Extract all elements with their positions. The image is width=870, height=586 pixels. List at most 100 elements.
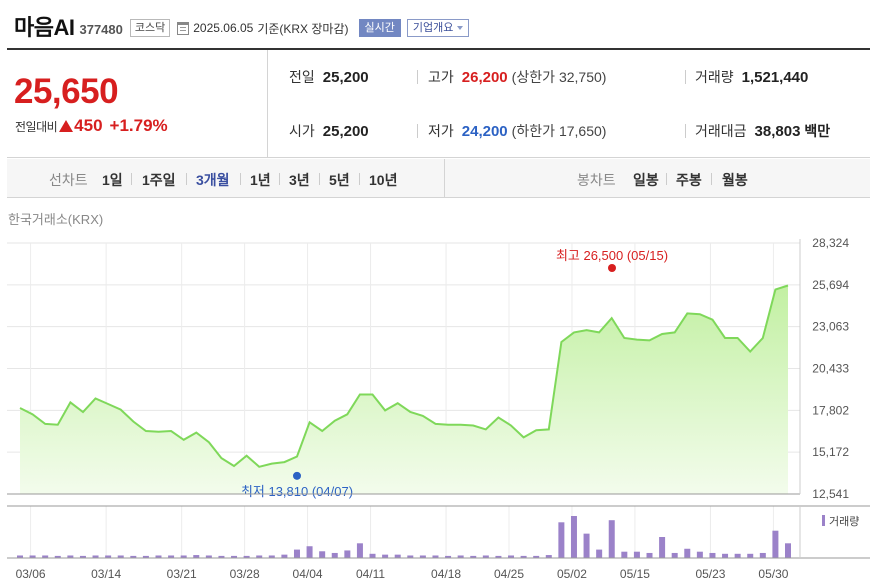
volume-bar (319, 551, 326, 558)
x-tick-label: 04/25 (494, 567, 524, 581)
tab-3m[interactable]: 3개월 (196, 172, 230, 188)
tab-10y[interactable]: 10년 (369, 172, 398, 188)
volume-bar (457, 555, 464, 558)
tab-divider (711, 173, 712, 185)
max-marker (608, 264, 616, 273)
calendar-icon (177, 21, 190, 35)
line-chart-label: 선차트 (49, 172, 88, 188)
volume-bar (419, 555, 426, 558)
volume-bar (520, 555, 527, 558)
tab-divider (186, 173, 187, 185)
tab-1w[interactable]: 1주일 (142, 172, 176, 188)
tab-weekly[interactable]: 주봉 (676, 172, 702, 188)
volume-bar (344, 550, 351, 558)
volume-bar (583, 533, 590, 558)
current-price-box: 25,650 전일대비 450 +1.79% (7, 50, 268, 158)
low-label: 저가 (428, 123, 454, 139)
volume-bar (407, 555, 414, 558)
volume-bar (117, 555, 124, 558)
x-tick-label: 05/23 (695, 567, 725, 581)
x-tick-label: 03/28 (230, 567, 260, 581)
open-cell: 시가 25,200 (289, 121, 369, 141)
tab-daily[interactable]: 일봉 (633, 172, 659, 188)
volume-bar (180, 555, 187, 558)
volume-bar (772, 530, 779, 558)
tab-3y[interactable]: 3년 (289, 172, 310, 188)
company-overview-dropdown[interactable]: 기업개요 (406, 19, 470, 37)
volume-bar (231, 555, 238, 558)
tabs-divider (444, 159, 445, 198)
volume-legend-swatch (822, 515, 825, 526)
current-price: 25,650 (14, 72, 119, 111)
tab-monthly[interactable]: 월봉 (722, 172, 748, 188)
volume-bar (130, 555, 137, 558)
volume-bar (17, 555, 23, 558)
tab-divider (319, 173, 320, 185)
volume-bar (482, 555, 489, 558)
stock-code: 377480 (79, 21, 123, 37)
realtime-button[interactable]: 실시간 (358, 19, 401, 37)
tab-5y[interactable]: 5년 (329, 172, 350, 188)
price-panel: 25,650 전일대비 450 +1.79% 전일 25,200 고가 26,2… (7, 50, 870, 158)
volume-bar (382, 554, 389, 558)
volume-bar (193, 555, 200, 558)
volume-bar (621, 551, 628, 558)
base-date: 2025.06.05 (193, 21, 254, 35)
prev-close-label: 전일 (289, 69, 315, 85)
stock-header: 마음AI 377480 코스닥 2025.06.05 기준(KRX 장마감) 실… (14, 10, 470, 42)
divider (417, 70, 418, 84)
volume-bar (394, 554, 401, 558)
volume-bar (684, 548, 691, 558)
x-tick-label: 04/18 (431, 567, 461, 581)
volume-bar (608, 520, 615, 558)
low-value: 24,200 (461, 123, 508, 140)
volume-bar (155, 555, 162, 558)
amount-value: 38,803 (754, 123, 801, 140)
divider (685, 70, 686, 84)
volume-bar (105, 555, 112, 558)
y-tick-label: 28,324 (812, 236, 849, 250)
volume-bar (533, 555, 540, 558)
low-cell: 저가 24,200 (하한가 17,650) (428, 121, 606, 141)
volume-bar (747, 553, 754, 558)
open-label: 시가 (289, 123, 315, 139)
volume-bar (369, 553, 376, 558)
upper-limit-value: 32,750) (558, 69, 607, 85)
volume-cell: 거래량 1,521,440 (695, 67, 808, 87)
volume-bar (142, 555, 149, 558)
open-value: 25,200 (322, 123, 369, 140)
amount-unit: 백만 (804, 123, 831, 139)
volume-bar (646, 552, 653, 558)
y-tick-label: 23,063 (812, 320, 849, 334)
x-tick-label: 03/14 (91, 567, 121, 581)
divider (685, 124, 686, 138)
volume-bar (445, 555, 452, 558)
prev-close-cell: 전일 25,200 (289, 67, 369, 87)
tab-1d[interactable]: 1일 (102, 172, 123, 188)
y-tick-label: 12,541 (812, 487, 849, 501)
volume-bar (432, 555, 439, 558)
tab-divider (240, 173, 241, 185)
volume-bar (633, 551, 640, 558)
up-arrow-icon (59, 120, 74, 132)
tab-1y[interactable]: 1년 (250, 172, 271, 188)
volume-bar (256, 555, 263, 558)
change-row: 전일대비 450 +1.79% (15, 116, 168, 136)
y-tick-label: 15,172 (812, 445, 849, 459)
x-tick-label: 05/30 (758, 567, 788, 581)
volume-bar (281, 554, 288, 558)
volume-bar (734, 553, 741, 558)
min-marker (293, 471, 301, 480)
x-tick-label: 04/04 (293, 567, 323, 581)
y-tick-label: 25,694 (812, 278, 849, 292)
change-value: 450 (74, 116, 103, 135)
volume-bar (570, 516, 577, 558)
y-tick-label: 17,802 (812, 403, 849, 417)
volume-label: 거래량 (695, 69, 734, 85)
price-area (20, 285, 788, 494)
volume-bar (659, 537, 666, 558)
volume-bar (67, 555, 74, 558)
min-annotation: 최저 13,810 (04/07) (241, 484, 353, 499)
volume-legend-label: 거래량 (829, 515, 859, 528)
